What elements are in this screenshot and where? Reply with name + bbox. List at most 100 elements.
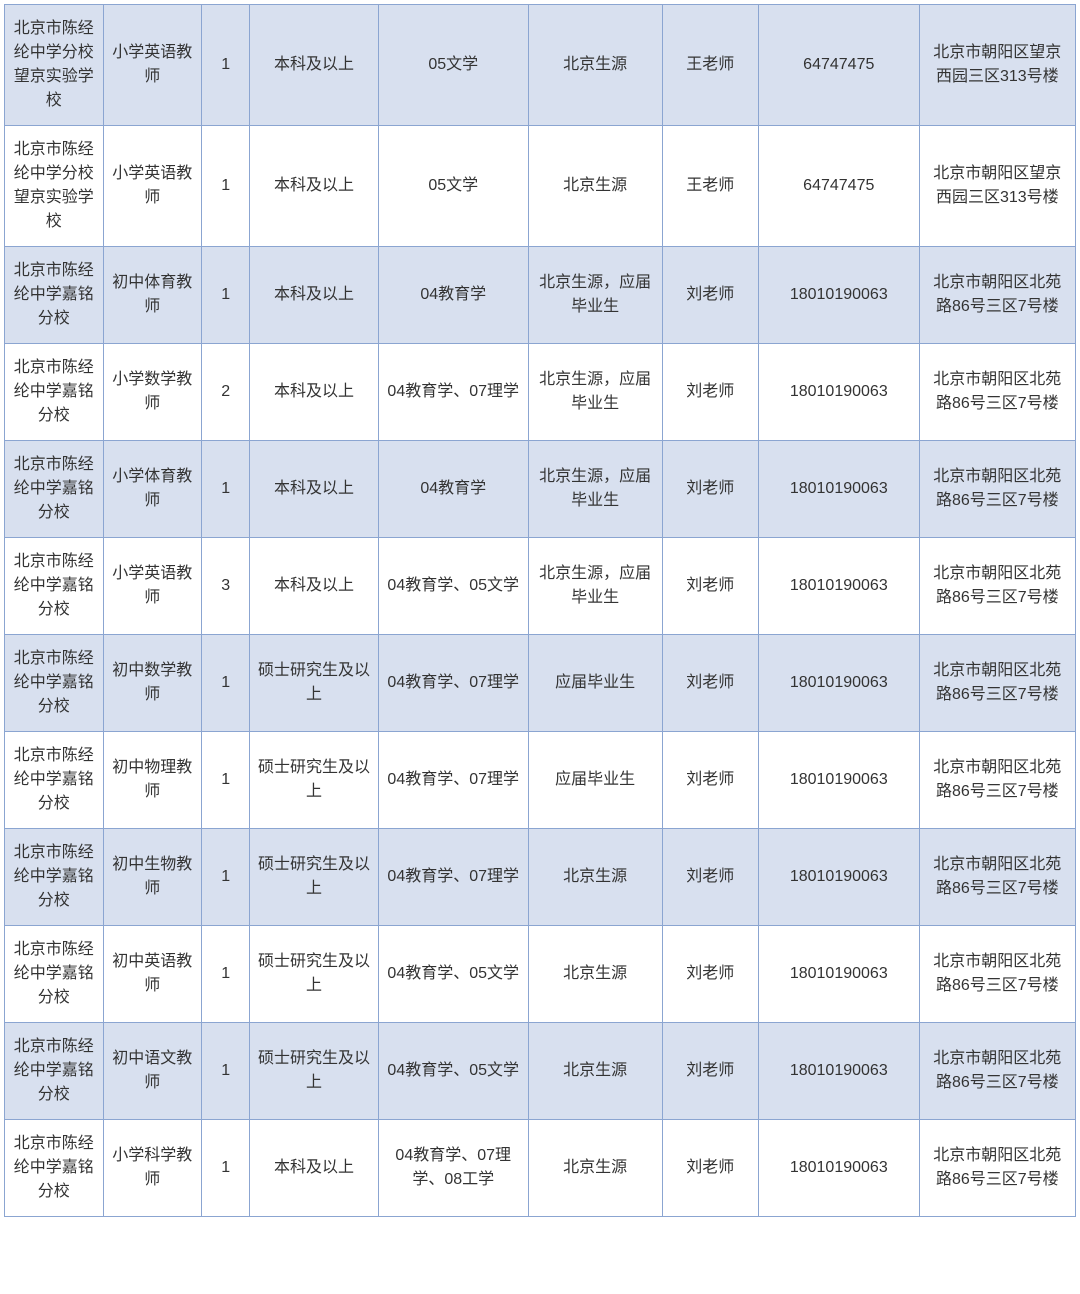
table-cell: 北京生源 [528,1023,662,1120]
table-cell: 北京生源，应届毕业生 [528,538,662,635]
table-cell: 04教育学 [378,247,528,344]
table-cell: 1 [202,635,250,732]
table-cell: 1 [202,926,250,1023]
table-cell: 1 [202,441,250,538]
table-row: 北京市陈经纶中学嘉铭分校小学科学教师1本科及以上04教育学、07理学、08工学北… [5,1120,1076,1217]
table-cell: 本科及以上 [250,538,379,635]
table-cell: 北京市陈经纶中学嘉铭分校 [5,732,104,829]
table-cell: 刘老师 [662,732,758,829]
table-row: 北京市陈经纶中学嘉铭分校初中语文教师1硕士研究生及以上04教育学、05文学北京生… [5,1023,1076,1120]
table-cell: 04教育学 [378,441,528,538]
table-cell: 3 [202,538,250,635]
table-cell: 北京市朝阳区北苑路86号三区7号楼 [919,538,1075,635]
table-cell: 05文学 [378,5,528,126]
table-cell: 04教育学、05文学 [378,538,528,635]
table-cell: 北京市陈经纶中学嘉铭分校 [5,344,104,441]
table-cell: 北京市朝阳区北苑路86号三区7号楼 [919,247,1075,344]
table-row: 北京市陈经纶中学嘉铭分校初中英语教师1硕士研究生及以上04教育学、05文学北京生… [5,926,1076,1023]
table-cell: 初中英语教师 [103,926,202,1023]
table-cell: 小学数学教师 [103,344,202,441]
table-cell: 本科及以上 [250,1120,379,1217]
table-cell: 北京市陈经纶中学分校望京实验学校 [5,5,104,126]
table-cell: 北京生源 [528,1120,662,1217]
table-cell: 北京市朝阳区北苑路86号三区7号楼 [919,635,1075,732]
table-cell: 北京市朝阳区北苑路86号三区7号楼 [919,1023,1075,1120]
table-row: 北京市陈经纶中学分校望京实验学校小学英语教师1本科及以上05文学北京生源王老师6… [5,5,1076,126]
table-cell: 04教育学、07理学、08工学 [378,1120,528,1217]
table-cell: 初中物理教师 [103,732,202,829]
table-cell: 初中数学教师 [103,635,202,732]
table-cell: 18010190063 [758,1120,919,1217]
table-cell: 北京市陈经纶中学嘉铭分校 [5,829,104,926]
table-cell: 64747475 [758,5,919,126]
table-cell: 硕士研究生及以上 [250,635,379,732]
table-cell: 刘老师 [662,441,758,538]
table-cell: 18010190063 [758,1023,919,1120]
table-cell: 小学体育教师 [103,441,202,538]
table-cell: 北京生源 [528,5,662,126]
table-cell: 刘老师 [662,247,758,344]
table-row: 北京市陈经纶中学分校望京实验学校小学英语教师1本科及以上05文学北京生源王老师6… [5,126,1076,247]
table-cell: 北京市陈经纶中学嘉铭分校 [5,538,104,635]
table-cell: 北京市朝阳区北苑路86号三区7号楼 [919,1120,1075,1217]
table-cell: 18010190063 [758,344,919,441]
table-cell: 1 [202,1023,250,1120]
table-cell: 1 [202,126,250,247]
table-cell: 北京市朝阳区北苑路86号三区7号楼 [919,829,1075,926]
table-cell: 初中体育教师 [103,247,202,344]
table-cell: 硕士研究生及以上 [250,926,379,1023]
table-cell: 北京市朝阳区北苑路86号三区7号楼 [919,926,1075,1023]
recruitment-table: 北京市陈经纶中学分校望京实验学校小学英语教师1本科及以上05文学北京生源王老师6… [4,4,1076,1217]
table-cell: 北京生源 [528,126,662,247]
table-cell: 刘老师 [662,926,758,1023]
table-cell: 04教育学、07理学 [378,732,528,829]
table-cell: 初中语文教师 [103,1023,202,1120]
table-row: 北京市陈经纶中学嘉铭分校小学数学教师2本科及以上04教育学、07理学北京生源，应… [5,344,1076,441]
table-cell: 应届毕业生 [528,635,662,732]
table-cell: 北京市朝阳区望京西园三区313号楼 [919,126,1075,247]
table-cell: 王老师 [662,126,758,247]
table-cell: 刘老师 [662,829,758,926]
table-cell: 应届毕业生 [528,732,662,829]
table-cell: 18010190063 [758,441,919,538]
table-cell: 18010190063 [758,538,919,635]
table-row: 北京市陈经纶中学嘉铭分校初中生物教师1硕士研究生及以上04教育学、07理学北京生… [5,829,1076,926]
table-row: 北京市陈经纶中学嘉铭分校初中物理教师1硕士研究生及以上04教育学、07理学应届毕… [5,732,1076,829]
table-cell: 18010190063 [758,635,919,732]
table-cell: 05文学 [378,126,528,247]
table-cell: 18010190063 [758,732,919,829]
table-row: 北京市陈经纶中学嘉铭分校初中体育教师1本科及以上04教育学北京生源，应届毕业生刘… [5,247,1076,344]
table-row: 北京市陈经纶中学嘉铭分校小学英语教师3本科及以上04教育学、05文学北京生源，应… [5,538,1076,635]
table-row: 北京市陈经纶中学嘉铭分校初中数学教师1硕士研究生及以上04教育学、07理学应届毕… [5,635,1076,732]
table-cell: 04教育学、07理学 [378,829,528,926]
table-cell: 本科及以上 [250,126,379,247]
table-cell: 刘老师 [662,344,758,441]
table-cell: 北京市朝阳区北苑路86号三区7号楼 [919,732,1075,829]
table-cell: 本科及以上 [250,441,379,538]
table-body: 北京市陈经纶中学分校望京实验学校小学英语教师1本科及以上05文学北京生源王老师6… [5,5,1076,1217]
table-cell: 北京市陈经纶中学分校望京实验学校 [5,126,104,247]
table-cell: 北京生源，应届毕业生 [528,441,662,538]
table-cell: 北京市陈经纶中学嘉铭分校 [5,1120,104,1217]
table-cell: 刘老师 [662,538,758,635]
table-cell: 北京市陈经纶中学嘉铭分校 [5,247,104,344]
table-row: 北京市陈经纶中学嘉铭分校小学体育教师1本科及以上04教育学北京生源，应届毕业生刘… [5,441,1076,538]
table-cell: 硕士研究生及以上 [250,1023,379,1120]
table-cell: 04教育学、05文学 [378,926,528,1023]
table-cell: 北京生源，应届毕业生 [528,247,662,344]
table-cell: 硕士研究生及以上 [250,732,379,829]
table-cell: 1 [202,5,250,126]
table-cell: 北京生源 [528,829,662,926]
table-cell: 北京市朝阳区北苑路86号三区7号楼 [919,441,1075,538]
table-cell: 北京市陈经纶中学嘉铭分校 [5,926,104,1023]
table-cell: 1 [202,247,250,344]
table-cell: 04教育学、07理学 [378,635,528,732]
table-cell: 刘老师 [662,1120,758,1217]
table-cell: 18010190063 [758,247,919,344]
table-cell: 北京生源，应届毕业生 [528,344,662,441]
table-cell: 2 [202,344,250,441]
table-cell: 64747475 [758,126,919,247]
table-cell: 北京市朝阳区北苑路86号三区7号楼 [919,344,1075,441]
table-cell: 小学英语教师 [103,126,202,247]
table-cell: 小学英语教师 [103,538,202,635]
